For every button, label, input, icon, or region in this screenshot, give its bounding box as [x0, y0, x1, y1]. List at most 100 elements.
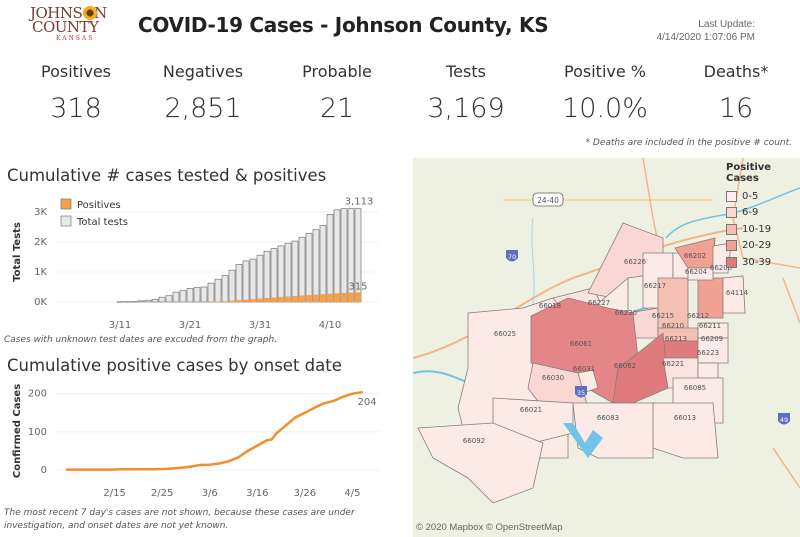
line-point-3/4[interactable] — [199, 463, 202, 467]
line-point-3/28[interactable] — [313, 406, 316, 410]
bar-total-tests-4/6[interactable] — [298, 236, 306, 303]
bar-total-tests-4/1[interactable] — [263, 250, 271, 303]
zip-66204[interactable] — [687, 267, 714, 281]
line-point-3/16[interactable] — [256, 444, 259, 447]
line-point-2/23[interactable] — [151, 468, 154, 471]
bar-total-tests-4/12[interactable] — [340, 208, 348, 303]
line-point-2/8[interactable] — [80, 468, 83, 471]
zip-66013[interactable] — [652, 402, 719, 459]
bar-positives-4/6[interactable] — [299, 295, 305, 302]
line-point-3/30[interactable] — [322, 402, 326, 405]
bar-total-tests-4/7[interactable] — [305, 232, 313, 303]
bar-total-tests-3/13[interactable] — [130, 301, 138, 303]
zip-66213[interactable] — [662, 340, 699, 359]
line-point-2/11[interactable] — [94, 468, 97, 471]
bar-positives-3/27[interactable] — [229, 300, 235, 302]
line-point-3/2[interactable] — [189, 465, 192, 468]
legend-item-0-5[interactable]: 0-5 — [726, 188, 800, 205]
bar-total-tests-3/18[interactable] — [165, 295, 173, 303]
map-attribution[interactable]: © 2020 Mapbox © OpenStreetMap — [416, 522, 563, 533]
bar-total-tests-3/15[interactable] — [144, 299, 152, 303]
zip-66212[interactable] — [697, 277, 724, 319]
bar-positives-3/26[interactable] — [222, 301, 228, 302]
bar-positives-3/28[interactable] — [236, 300, 242, 302]
bar-positives-4/10[interactable] — [327, 293, 333, 302]
bar-positives-4/3[interactable] — [278, 296, 284, 302]
bar-total-tests-4/5[interactable] — [291, 240, 299, 303]
bar-total-tests-3/23[interactable] — [200, 286, 208, 303]
line-point-4/5[interactable] — [351, 392, 354, 395]
legend-item-6-9[interactable]: 6-9 — [726, 205, 800, 222]
bar-positives-4/13[interactable] — [348, 292, 354, 302]
bar-positives-3/31[interactable] — [257, 298, 263, 302]
legend-item-30-39[interactable]: 30-39 — [726, 254, 800, 271]
bar-total-tests-3/14[interactable] — [137, 300, 145, 303]
bar-total-tests-3/12[interactable] — [123, 301, 131, 303]
bar-positives-4/8[interactable] — [313, 294, 319, 302]
bar-total-tests-3/24[interactable] — [207, 282, 215, 303]
bar-total-tests-3/20[interactable] — [179, 290, 187, 303]
line-point-2/5[interactable] — [65, 468, 69, 471]
bar-total-tests-3/25[interactable] — [214, 278, 222, 303]
bar-total-tests-3/26[interactable] — [221, 275, 229, 303]
bar-total-tests-3/21[interactable] — [186, 288, 194, 303]
line-point-2/20[interactable] — [137, 468, 140, 471]
bar-total-tests-3/29[interactable] — [242, 260, 250, 303]
line-point-2/17[interactable] — [122, 468, 126, 471]
bar-total-tests-4/11[interactable] — [333, 209, 341, 303]
line-point-4/7[interactable] — [360, 390, 364, 394]
legend-item-20-29[interactable]: 20-29 — [726, 238, 800, 255]
bar-positives-4/4[interactable] — [285, 296, 291, 302]
line-point-3/12[interactable] — [237, 456, 240, 459]
bar-total-tests-3/16[interactable] — [151, 298, 159, 303]
bar-total-tests-3/28[interactable] — [235, 264, 243, 303]
bar-total-tests-3/22[interactable] — [193, 287, 201, 303]
bar-total-tests-3/11[interactable] — [116, 301, 124, 303]
line-point-3/24[interactable] — [294, 416, 297, 419]
bar-positives-4/9[interactable] — [320, 294, 326, 302]
bar-total-tests-4/8[interactable] — [312, 229, 320, 303]
bar-total-tests-4/4[interactable] — [284, 242, 292, 303]
bar-positives-4/7[interactable] — [306, 295, 312, 302]
line-point-3/10[interactable] — [227, 460, 230, 463]
line-point-3/26[interactable] — [303, 411, 307, 414]
bar-positives-4/11[interactable] — [334, 293, 340, 302]
bar-total-tests-4/9[interactable] — [319, 225, 327, 303]
bar-positives-4/5[interactable] — [292, 296, 298, 302]
line-point-2/26[interactable] — [165, 467, 169, 471]
line-point-2/14[interactable] — [108, 468, 112, 471]
bar-positives-3/29[interactable] — [243, 299, 249, 302]
bar-positives-4/14[interactable] — [355, 292, 361, 302]
bar-total-tests-4/2[interactable] — [270, 248, 278, 303]
bar-positives-4/12[interactable] — [341, 292, 347, 302]
onset-line-chart[interactable]: 0 100 200 Confirmed Cases 2/15 2/25 3/6 3/16 3/2… — [0, 378, 400, 498]
bar-total-tests-4/10[interactable] — [326, 214, 334, 303]
map-canvas[interactable]: 66226 66217 66202 66204 66208 66227 66220 66215… — [413, 158, 800, 537]
line-point-4/1[interactable] — [332, 399, 335, 403]
bar-total-tests-3/17[interactable] — [158, 296, 166, 303]
legend-item-10-19[interactable]: 10-19 — [726, 221, 800, 238]
tests-bar-chart[interactable]: 0K 1K 2K 3K Total Tests 3/11 3/21 3/31 4/10 3,113… — [0, 190, 400, 350]
bar-total-tests-4/3[interactable] — [277, 245, 285, 303]
line-point-4/3[interactable] — [341, 395, 345, 398]
zip-66223[interactable] — [697, 362, 719, 379]
onset-line-series[interactable] — [67, 390, 363, 471]
line-point-3/8[interactable] — [218, 462, 221, 465]
zip-66209[interactable] — [697, 337, 729, 364]
line-point-3/22[interactable] — [284, 424, 288, 427]
bar-positives-3/30[interactable] — [250, 299, 256, 302]
zip-code-map[interactable]: 66226 66217 66202 66204 66208 66227 66220 66215… — [413, 158, 800, 537]
line-point-3/18[interactable] — [265, 439, 269, 442]
bar-total-tests-3/30[interactable] — [249, 258, 257, 303]
line-point-3/14[interactable] — [246, 449, 250, 453]
zip-66092[interactable] — [417, 422, 544, 504]
line-point-3/19[interactable] — [270, 438, 273, 441]
line-point-3/20[interactable] — [275, 432, 278, 435]
zip-64114[interactable] — [722, 275, 746, 314]
line-point-2/29[interactable] — [179, 466, 183, 469]
bar-positives-4/2[interactable] — [271, 297, 277, 303]
bar-positives-4/1[interactable] — [264, 297, 270, 302]
bar-total-tests-3/27[interactable] — [228, 269, 236, 303]
bar-total-tests-3/31[interactable] — [256, 254, 264, 303]
bar-total-tests-3/19[interactable] — [172, 291, 180, 303]
